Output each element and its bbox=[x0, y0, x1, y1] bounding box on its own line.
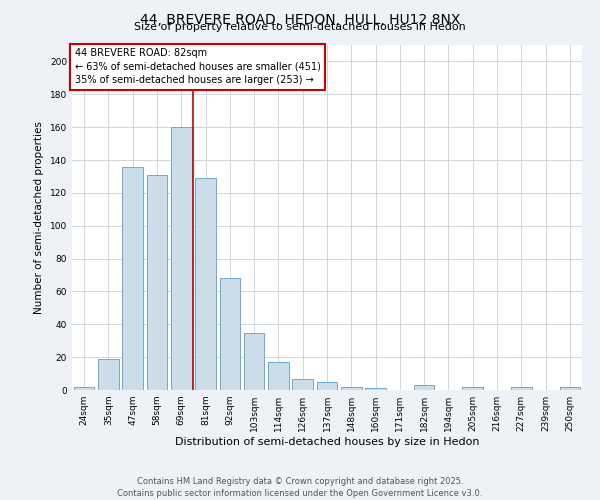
Bar bbox=[122, 166, 143, 390]
Bar bbox=[414, 385, 434, 390]
Bar bbox=[171, 127, 191, 390]
Bar bbox=[341, 386, 362, 390]
Bar bbox=[74, 386, 94, 390]
Bar bbox=[463, 386, 483, 390]
Bar bbox=[511, 386, 532, 390]
X-axis label: Distribution of semi-detached houses by size in Hedon: Distribution of semi-detached houses by … bbox=[175, 437, 479, 447]
Text: Size of property relative to semi-detached houses in Hedon: Size of property relative to semi-detach… bbox=[134, 22, 466, 32]
Bar bbox=[220, 278, 240, 390]
Bar bbox=[146, 175, 167, 390]
Y-axis label: Number of semi-detached properties: Number of semi-detached properties bbox=[34, 121, 44, 314]
Bar bbox=[195, 178, 216, 390]
Bar bbox=[365, 388, 386, 390]
Bar bbox=[244, 332, 265, 390]
Bar bbox=[292, 378, 313, 390]
Bar bbox=[317, 382, 337, 390]
Bar bbox=[560, 386, 580, 390]
Text: Contains HM Land Registry data © Crown copyright and database right 2025.
Contai: Contains HM Land Registry data © Crown c… bbox=[118, 476, 482, 498]
Bar bbox=[268, 362, 289, 390]
Bar bbox=[98, 359, 119, 390]
Text: 44 BREVERE ROAD: 82sqm
← 63% of semi-detached houses are smaller (451)
35% of se: 44 BREVERE ROAD: 82sqm ← 63% of semi-det… bbox=[74, 48, 320, 85]
Text: 44, BREVERE ROAD, HEDON, HULL, HU12 8NX: 44, BREVERE ROAD, HEDON, HULL, HU12 8NX bbox=[140, 12, 460, 26]
